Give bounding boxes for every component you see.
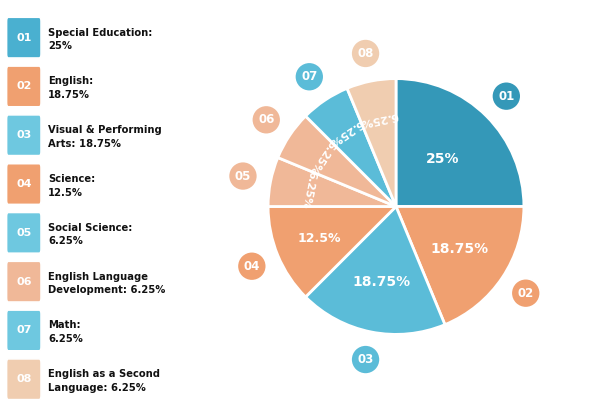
- Circle shape: [295, 62, 324, 91]
- Text: English Language: English Language: [48, 272, 148, 282]
- Text: 06: 06: [258, 113, 274, 126]
- Text: 01: 01: [498, 90, 514, 103]
- Text: 02: 02: [16, 81, 31, 91]
- Text: Arts: 18.75%: Arts: 18.75%: [48, 139, 121, 149]
- Text: Visual & Performing: Visual & Performing: [48, 125, 162, 135]
- Text: 25%: 25%: [48, 41, 72, 51]
- Text: 04: 04: [16, 179, 32, 189]
- Text: 07: 07: [301, 70, 317, 83]
- Text: Math:: Math:: [48, 320, 81, 330]
- Circle shape: [351, 39, 380, 68]
- Text: 12.5%: 12.5%: [48, 188, 83, 197]
- Text: 08: 08: [16, 374, 31, 384]
- Text: 6.25%: 6.25%: [299, 169, 317, 209]
- Text: 07: 07: [16, 325, 31, 335]
- Text: 18.75%: 18.75%: [48, 90, 90, 100]
- FancyBboxPatch shape: [7, 310, 41, 351]
- Text: 01: 01: [16, 33, 31, 43]
- FancyBboxPatch shape: [7, 212, 41, 253]
- Wedge shape: [278, 116, 396, 206]
- Text: 02: 02: [518, 287, 534, 300]
- Text: Social Science:: Social Science:: [48, 223, 133, 233]
- Wedge shape: [305, 206, 445, 335]
- Text: 04: 04: [244, 260, 260, 273]
- Text: Science:: Science:: [48, 174, 95, 184]
- Circle shape: [237, 252, 266, 281]
- Text: Special Education:: Special Education:: [48, 28, 152, 38]
- FancyBboxPatch shape: [7, 261, 41, 302]
- Text: 12.5%: 12.5%: [298, 232, 341, 245]
- Circle shape: [228, 161, 257, 191]
- Text: 6.25%: 6.25%: [328, 117, 365, 147]
- Wedge shape: [305, 88, 396, 206]
- Wedge shape: [396, 206, 524, 325]
- Wedge shape: [268, 157, 396, 206]
- FancyBboxPatch shape: [7, 164, 41, 204]
- Text: 08: 08: [358, 47, 374, 60]
- Text: 25%: 25%: [426, 152, 460, 166]
- Text: Development: 6.25%: Development: 6.25%: [48, 285, 166, 295]
- Circle shape: [351, 345, 380, 374]
- Text: English:: English:: [48, 76, 94, 86]
- Text: 06: 06: [16, 277, 32, 287]
- Text: 6.25%: 6.25%: [48, 334, 83, 344]
- Wedge shape: [268, 206, 396, 297]
- Text: 03: 03: [358, 353, 374, 366]
- Text: 18.75%: 18.75%: [352, 275, 410, 289]
- FancyBboxPatch shape: [7, 359, 41, 400]
- Text: 03: 03: [16, 130, 31, 140]
- Text: 18.75%: 18.75%: [431, 242, 489, 256]
- Circle shape: [251, 105, 281, 135]
- Text: 05: 05: [16, 228, 31, 238]
- FancyBboxPatch shape: [7, 17, 41, 58]
- Circle shape: [491, 81, 521, 111]
- Circle shape: [511, 278, 541, 308]
- Text: 6.25%: 6.25%: [359, 110, 398, 127]
- FancyBboxPatch shape: [7, 115, 41, 156]
- Text: English as a Second: English as a Second: [48, 369, 160, 379]
- Text: 05: 05: [235, 170, 251, 183]
- Text: 6.25%: 6.25%: [48, 236, 83, 247]
- Text: 6.25%: 6.25%: [307, 138, 337, 176]
- Text: Language: 6.25%: Language: 6.25%: [48, 383, 146, 393]
- FancyBboxPatch shape: [7, 66, 41, 107]
- Wedge shape: [396, 78, 524, 206]
- Wedge shape: [347, 78, 396, 206]
